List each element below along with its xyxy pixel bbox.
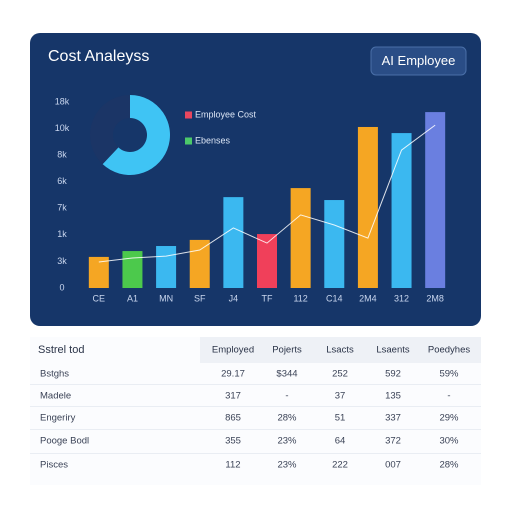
table-cell: 30%	[439, 436, 459, 447]
x-tick-label: MN	[159, 293, 173, 303]
bar	[257, 234, 277, 288]
x-tick-label: CE	[93, 293, 106, 303]
table-cell: -	[285, 391, 288, 402]
legend-label: Employee Cost	[195, 109, 257, 119]
legend-label: Ebenses	[195, 135, 231, 145]
x-tick-label: A1	[127, 293, 138, 303]
table-cell: Bstghs	[40, 369, 69, 380]
table-cell: Pisces	[40, 460, 68, 471]
table-cell: 29%	[439, 413, 459, 424]
x-tick-label: TF	[262, 293, 273, 303]
table-cell: Pooge Bodl	[40, 436, 89, 447]
table-cell: 28%	[277, 413, 297, 424]
chart-title: Cost Analeyss	[48, 48, 149, 65]
table-cell: 59%	[439, 369, 459, 380]
y-tick-label: 7k	[57, 203, 67, 213]
table-header: Poedyhes	[428, 345, 471, 356]
x-tick-label: 2M8	[426, 293, 444, 303]
table-cell: 37	[335, 391, 346, 402]
bar	[391, 133, 412, 288]
bar	[324, 200, 345, 288]
table-cell: 64	[335, 436, 346, 447]
table-cell: 51	[335, 413, 346, 424]
table-header: Sstrel tod	[38, 344, 84, 356]
table-cell: 372	[385, 436, 401, 447]
y-tick-label: 1k	[57, 229, 67, 239]
table-cell: 135	[385, 391, 401, 402]
table-cell: Madele	[40, 391, 71, 402]
bar	[290, 188, 311, 288]
table-cell: $344	[276, 369, 297, 380]
table-header-bg	[200, 337, 481, 363]
y-tick-label: 10k	[55, 123, 70, 133]
table-cell: 112	[225, 460, 240, 471]
table-cell: Engeriry	[40, 413, 76, 424]
legend-swatch	[185, 111, 192, 119]
y-tick-label: 8k	[57, 150, 67, 160]
table-cell: 28%	[439, 460, 459, 471]
x-tick-label: 112	[293, 293, 307, 303]
table-cell: 222	[332, 460, 348, 471]
x-tick-label: 2M4	[359, 293, 377, 303]
y-tick-label: 18k	[55, 96, 70, 106]
table-cell: 252	[332, 369, 348, 380]
trend-line	[98, 124, 436, 263]
table-cell: 29.17	[221, 369, 245, 380]
table-cell: 592	[385, 369, 401, 380]
bar	[156, 246, 177, 288]
x-tick-label: J4	[229, 293, 239, 303]
table-header: Employed	[212, 345, 254, 356]
legend-swatch	[185, 137, 192, 145]
bar	[425, 112, 446, 289]
table-cell: -	[447, 391, 450, 402]
pie-slice	[89, 95, 130, 165]
table-header: Pojerts	[272, 345, 302, 356]
table-cell: 337	[385, 413, 401, 424]
badge[interactable]: AI Employee	[382, 53, 456, 68]
bar	[223, 197, 244, 288]
table-cell: 317	[225, 391, 241, 402]
table-cell: 007	[385, 460, 401, 471]
pie-slice	[102, 95, 170, 175]
bar	[122, 251, 143, 288]
y-tick-label: 0	[59, 282, 64, 292]
table-cell: 355	[225, 436, 241, 447]
y-tick-label: 3k	[57, 256, 67, 266]
bar	[189, 239, 210, 288]
x-tick-label: C14	[326, 293, 343, 303]
table-cell: 23%	[277, 436, 297, 447]
y-tick-label: 6k	[57, 176, 67, 186]
table-cell: 865	[225, 413, 241, 424]
bar	[357, 126, 378, 288]
bar	[88, 256, 109, 288]
table-cell: 23%	[277, 460, 297, 471]
badge-box[interactable]	[370, 46, 467, 76]
x-tick-label: SF	[194, 293, 206, 303]
table-header: Lsacts	[326, 345, 354, 356]
table-header: Lsaents	[376, 345, 410, 356]
x-tick-label: 312	[394, 293, 409, 303]
